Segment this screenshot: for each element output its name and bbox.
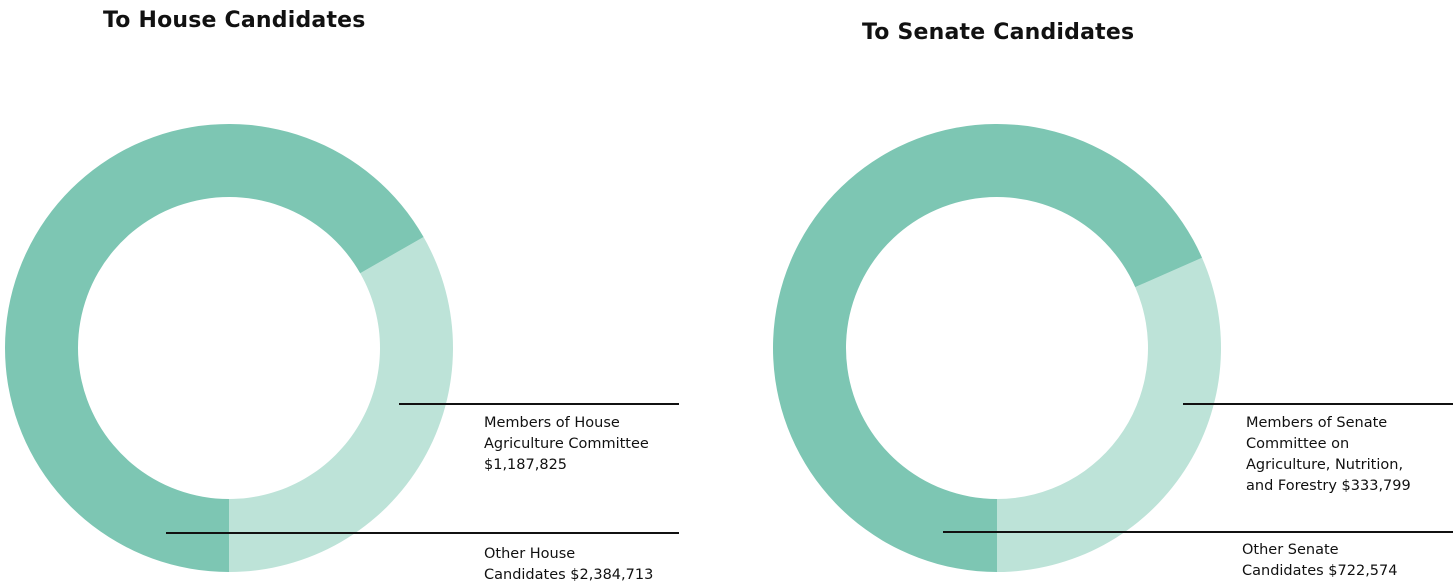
senate-donut-svg: [773, 124, 1453, 572]
other-candidates-slice: [5, 124, 424, 573]
slice-label-senate-agriculture-committee: Members of Senate Committee on Agricultu…: [1246, 415, 1411, 494]
other-candidates-slice: [773, 124, 1203, 572]
senate-donut-chart: To Senate Candidates Members of Senate C…: [726, 0, 1453, 586]
slice-label-house-agriculture-committee: Members of House Agriculture Committee $…: [484, 415, 649, 473]
slice-label-other-senate-candidates: Other Senate Candidates $722,574: [1242, 542, 1398, 579]
house-donut-chart: To House Candidates Members of House Agr…: [0, 0, 726, 586]
chart-title: To Senate Candidates: [862, 20, 1135, 45]
house-donut-svg: [5, 124, 679, 573]
committee-members-slice: [229, 237, 454, 572]
slice-label-other-house-candidates: Other House Candidates $2,384,713: [484, 546, 654, 583]
committee-members-slice: [997, 257, 1221, 572]
chart-title: To House Candidates: [103, 8, 366, 33]
